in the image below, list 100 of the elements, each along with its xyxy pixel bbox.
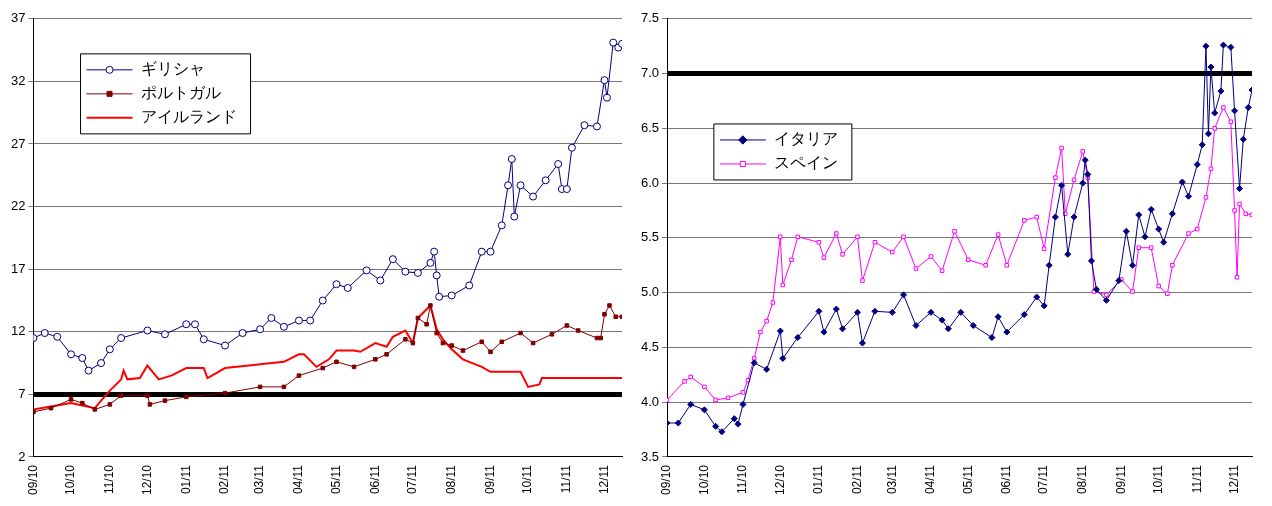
point [97, 359, 106, 368]
point [541, 176, 550, 185]
point [40, 329, 49, 338]
x-tick-label: 09/10 [659, 464, 674, 495]
point [362, 266, 371, 275]
point [413, 268, 422, 277]
point [477, 247, 486, 256]
point [449, 343, 454, 348]
point [145, 393, 150, 398]
point [403, 337, 408, 342]
point [510, 212, 519, 221]
x-tick-label: 08/11 [444, 464, 459, 495]
point [486, 247, 495, 256]
point [600, 76, 609, 85]
point [516, 181, 525, 190]
point [575, 328, 581, 333]
x-tick-label: 03/11 [252, 464, 267, 495]
point [191, 320, 199, 329]
point [306, 316, 315, 325]
point [257, 384, 263, 390]
y-tick-label: 4.0 [640, 393, 660, 409]
point [602, 93, 611, 102]
x-tick-label: 09/11 [482, 464, 497, 495]
x-tick-label: 11/11 [1189, 464, 1204, 494]
point [67, 350, 76, 359]
point [434, 330, 439, 336]
point [376, 276, 385, 285]
x-tick-label: 10/10 [696, 464, 711, 495]
x-tick-label: 04/11 [923, 464, 938, 495]
point [143, 326, 152, 335]
point [567, 143, 576, 152]
point [426, 258, 435, 267]
point [562, 185, 571, 194]
y-tick-label: 7 [18, 385, 26, 401]
x-tick-label: 10/11 [1150, 464, 1165, 495]
point [529, 192, 538, 201]
x-tick-label: 11/11 [559, 464, 574, 494]
point [334, 359, 339, 365]
point [499, 339, 505, 345]
point [222, 390, 228, 396]
point [162, 398, 168, 403]
x-tick-label: 03/11 [884, 464, 899, 495]
point [107, 402, 113, 407]
point [80, 400, 85, 406]
x-tick-label: 10/11 [520, 464, 535, 495]
point [267, 314, 276, 323]
point [465, 281, 474, 290]
point [199, 335, 208, 344]
legend-label: スペイン [773, 154, 838, 172]
x-tick-label: 02/11 [217, 464, 232, 495]
point [147, 402, 153, 407]
point [415, 315, 421, 321]
x-tick-label: 08/11 [1075, 464, 1090, 495]
x-tick-label: 06/11 [367, 464, 382, 495]
point [118, 393, 124, 398]
point [460, 348, 466, 353]
point [424, 322, 429, 327]
y-tick-label: 17 [10, 260, 26, 276]
x-tick-label: 01/11 [178, 464, 193, 495]
point [518, 330, 523, 336]
point [117, 334, 126, 343]
legend-label: ギリシャ [140, 60, 205, 78]
point [410, 340, 416, 346]
y-tick-label: 3.5 [640, 448, 660, 464]
point [613, 314, 619, 320]
point [294, 316, 303, 325]
x-tick-label: 05/11 [328, 464, 343, 495]
y-tick-label: 22 [10, 198, 26, 214]
point [84, 366, 93, 375]
y-tick-label: 6.0 [640, 174, 660, 190]
y-tick-label: 5.5 [640, 229, 660, 245]
point [580, 121, 589, 130]
x-tick-label: 07/11 [1036, 464, 1051, 495]
y-tick-label: 7.0 [640, 65, 660, 81]
y-tick-label: 27 [10, 135, 26, 151]
point [507, 155, 516, 164]
x-tick-label: 05/11 [960, 464, 975, 495]
legend-label: イタリア [773, 130, 838, 148]
point [479, 339, 485, 345]
x-tick-label: 02/11 [849, 464, 864, 495]
point [221, 341, 230, 350]
point [343, 283, 352, 292]
point [609, 38, 618, 47]
point [598, 335, 603, 341]
legend-label: アイルランド [140, 108, 237, 126]
point [428, 303, 433, 308]
point [351, 364, 357, 370]
x-tick-label: 04/11 [291, 464, 306, 495]
point [183, 394, 189, 400]
x-tick-label: 10/10 [63, 464, 78, 495]
point [78, 354, 87, 363]
point [238, 329, 247, 338]
point [279, 322, 288, 331]
point [384, 352, 389, 357]
y-tick-label: 7.5 [640, 10, 660, 26]
point [564, 323, 570, 328]
point [554, 160, 563, 169]
x-tick-label: 06/11 [999, 464, 1014, 495]
y-tick-label: 2 [18, 448, 26, 464]
x-tick-label: 12/10 [772, 464, 787, 495]
